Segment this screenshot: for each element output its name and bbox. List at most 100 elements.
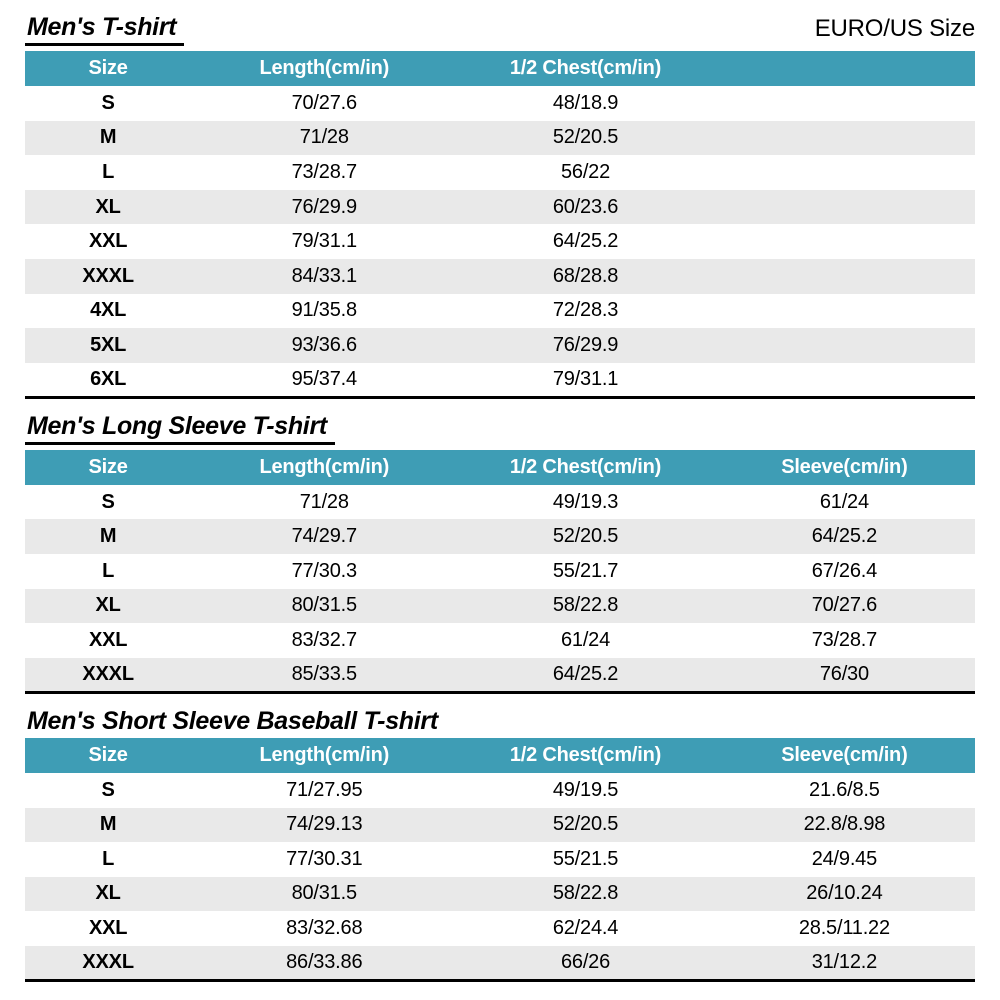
value-cell: 28.5/11.22 bbox=[798, 917, 890, 940]
column-header: Size bbox=[25, 737, 192, 773]
column-header: 1/2 Chest(cm/in) bbox=[457, 449, 714, 485]
value-cell bbox=[714, 294, 975, 329]
size-cell: XXL bbox=[88, 917, 128, 940]
value-cell: 52/20.5 bbox=[552, 525, 619, 548]
size-cell: XXXL bbox=[82, 950, 134, 973]
value-cell bbox=[714, 363, 975, 398]
value-cell: 64/25.2 bbox=[552, 230, 619, 253]
table-row: XL 76/29.9 60/23.6 bbox=[25, 189, 975, 225]
header-row: Size Length(cm/in) 1/2 Chest(cm/in) Sleeve(… bbox=[25, 737, 975, 773]
value-cell: 79/31.1 bbox=[552, 367, 619, 390]
table-row: 5XL 93/36.6 76/29.9 bbox=[25, 328, 975, 363]
size-table-mens-short-sleeve-baseball-tshirt: Size Length(cm/in) 1/2 Chest(cm/in) Sleeve(… bbox=[25, 737, 975, 982]
table-row: M 71/28 52/20.5 bbox=[25, 120, 975, 156]
size-cell: XXL bbox=[88, 230, 128, 253]
column-header-empty bbox=[713, 51, 975, 86]
column-header: Size bbox=[25, 51, 192, 86]
value-cell: 21.6/8.5 bbox=[809, 778, 880, 801]
table-row: L 77/30.3 55/21.7 67/26.4 bbox=[25, 554, 975, 589]
value-cell bbox=[714, 224, 975, 259]
value-cell: 83/32.7 bbox=[291, 629, 358, 652]
table-row: XL 80/31.5 58/22.8 26/10.24 bbox=[25, 876, 975, 912]
value-cell: 93/36.6 bbox=[291, 333, 358, 356]
table-header: Size Length(cm/in) 1/2 Chest(cm/in) bbox=[25, 51, 975, 86]
value-cell: 64/25.2 bbox=[811, 525, 878, 548]
column-header: Sleeve(cm/in) bbox=[713, 449, 975, 485]
column-header: Length(cm/in) bbox=[191, 449, 458, 485]
table-body: S 70/27.6 48/18.9 M 71/28 52/20.5 L 73/28.7 56/2… bbox=[25, 86, 975, 397]
section-mens-long-sleeve-tshirt: Men's Long Sleeve T-shirt Size Length(cm/… bbox=[25, 412, 975, 694]
value-cell: 74/29.13 bbox=[286, 813, 363, 836]
table-row: XXXL 84/33.1 68/28.8 bbox=[25, 258, 975, 294]
table-row: M 74/29.7 52/20.5 64/25.2 bbox=[25, 519, 975, 555]
value-cell: 61/24 bbox=[819, 490, 869, 513]
table-row: XXL 83/32.7 61/24 73/28.7 bbox=[25, 623, 975, 658]
size-cell: L bbox=[102, 160, 115, 183]
column-header: Size bbox=[25, 449, 192, 485]
value-cell: 26/10.24 bbox=[806, 882, 883, 905]
table-row: S 71/27.95 49/19.5 21.6/8.5 bbox=[25, 773, 975, 808]
value-cell: 84/33.1 bbox=[291, 264, 358, 287]
table-row: M 74/29.13 52/20.5 22.8/8.98 bbox=[25, 807, 975, 843]
value-cell: 71/28 bbox=[299, 490, 349, 513]
size-cell: L bbox=[102, 559, 115, 582]
column-header: Sleeve(cm/in) bbox=[713, 737, 975, 773]
value-cell: 70/27.6 bbox=[291, 91, 358, 114]
value-cell: 95/37.4 bbox=[291, 367, 358, 390]
size-cell: S bbox=[101, 778, 115, 801]
section-title-mens-long-sleeve-tshirt: Men's Long Sleeve T-shirt bbox=[25, 412, 335, 445]
table-row: XXL 83/32.68 62/24.4 28.5/11.22 bbox=[25, 911, 975, 946]
value-cell: 76/30 bbox=[819, 662, 869, 685]
value-cell bbox=[714, 190, 975, 225]
value-cell: 64/25.2 bbox=[552, 662, 619, 685]
column-header: Length(cm/in) bbox=[191, 737, 458, 773]
value-cell: 55/21.5 bbox=[552, 847, 619, 870]
table-row: XXXL 85/33.5 64/25.2 76/30 bbox=[25, 657, 975, 693]
table-body: S 71/27.95 49/19.5 21.6/8.5 M 74/29.13 52/20.5… bbox=[25, 773, 975, 981]
table-row: S 70/27.6 48/18.9 bbox=[25, 86, 975, 121]
column-header: 1/2 Chest(cm/in) bbox=[457, 737, 714, 773]
size-cell: XL bbox=[95, 195, 121, 218]
value-cell: 91/35.8 bbox=[291, 299, 358, 322]
value-cell bbox=[714, 121, 975, 156]
section-mens-tshirt: Men's T-shirt EURO/US Size Size Length(cm… bbox=[25, 13, 975, 399]
title-row: Men's Short Sleeve Baseball T-shirt bbox=[25, 707, 975, 736]
size-cell: XXXL bbox=[82, 662, 134, 685]
value-cell: 80/31.5 bbox=[291, 594, 358, 617]
size-cell: XL bbox=[95, 594, 121, 617]
table-header: Size Length(cm/in) 1/2 Chest(cm/in) Sleeve(… bbox=[25, 737, 975, 773]
value-cell: 77/30.31 bbox=[286, 847, 363, 870]
value-cell: 71/28 bbox=[299, 126, 349, 149]
value-cell: 48/18.9 bbox=[552, 91, 619, 114]
value-cell: 85/33.5 bbox=[291, 662, 358, 685]
value-cell bbox=[714, 86, 975, 121]
table-row: L 73/28.7 56/22 bbox=[25, 155, 975, 190]
column-header: Length(cm/in) bbox=[191, 51, 458, 86]
value-cell: 76/29.9 bbox=[291, 195, 358, 218]
value-cell: 22.8/8.98 bbox=[803, 813, 886, 836]
value-cell: 77/30.3 bbox=[291, 559, 358, 582]
section-title-mens-short-sleeve-baseball-tshirt: Men's Short Sleeve Baseball T-shirt bbox=[27, 706, 438, 735]
size-cell: M bbox=[99, 525, 117, 548]
size-standard-label: EURO/US Size bbox=[814, 15, 976, 42]
value-cell: 49/19.3 bbox=[552, 490, 619, 513]
section-mens-short-sleeve-baseball-tshirt: Men's Short Sleeve Baseball T-shirt Size… bbox=[25, 707, 975, 982]
table-body: S 71/28 49/19.3 61/24 M 74/29.7 52/20.5 64/25.2… bbox=[25, 485, 975, 693]
value-cell: 58/22.8 bbox=[552, 594, 619, 617]
size-cell: XXL bbox=[88, 629, 128, 652]
value-cell: 73/28.7 bbox=[291, 160, 358, 183]
size-cell: 6XL bbox=[90, 367, 127, 390]
size-cell: M bbox=[99, 126, 117, 149]
value-cell: 66/26 bbox=[560, 950, 611, 973]
value-cell: 86/33.86 bbox=[286, 950, 363, 973]
value-cell: 52/20.5 bbox=[552, 126, 619, 149]
value-cell: 71/27.95 bbox=[286, 778, 363, 801]
table-row: XXXL 86/33.86 66/26 31/12.2 bbox=[25, 945, 975, 981]
value-cell: 67/26.4 bbox=[811, 559, 878, 582]
table-row: 4XL 91/35.8 72/28.3 bbox=[25, 294, 975, 329]
table-row: XL 80/31.5 58/22.8 70/27.6 bbox=[25, 588, 975, 624]
column-header: 1/2 Chest(cm/in) bbox=[457, 51, 714, 86]
value-cell: 31/12.2 bbox=[811, 950, 878, 973]
size-cell: XXXL bbox=[82, 264, 134, 287]
